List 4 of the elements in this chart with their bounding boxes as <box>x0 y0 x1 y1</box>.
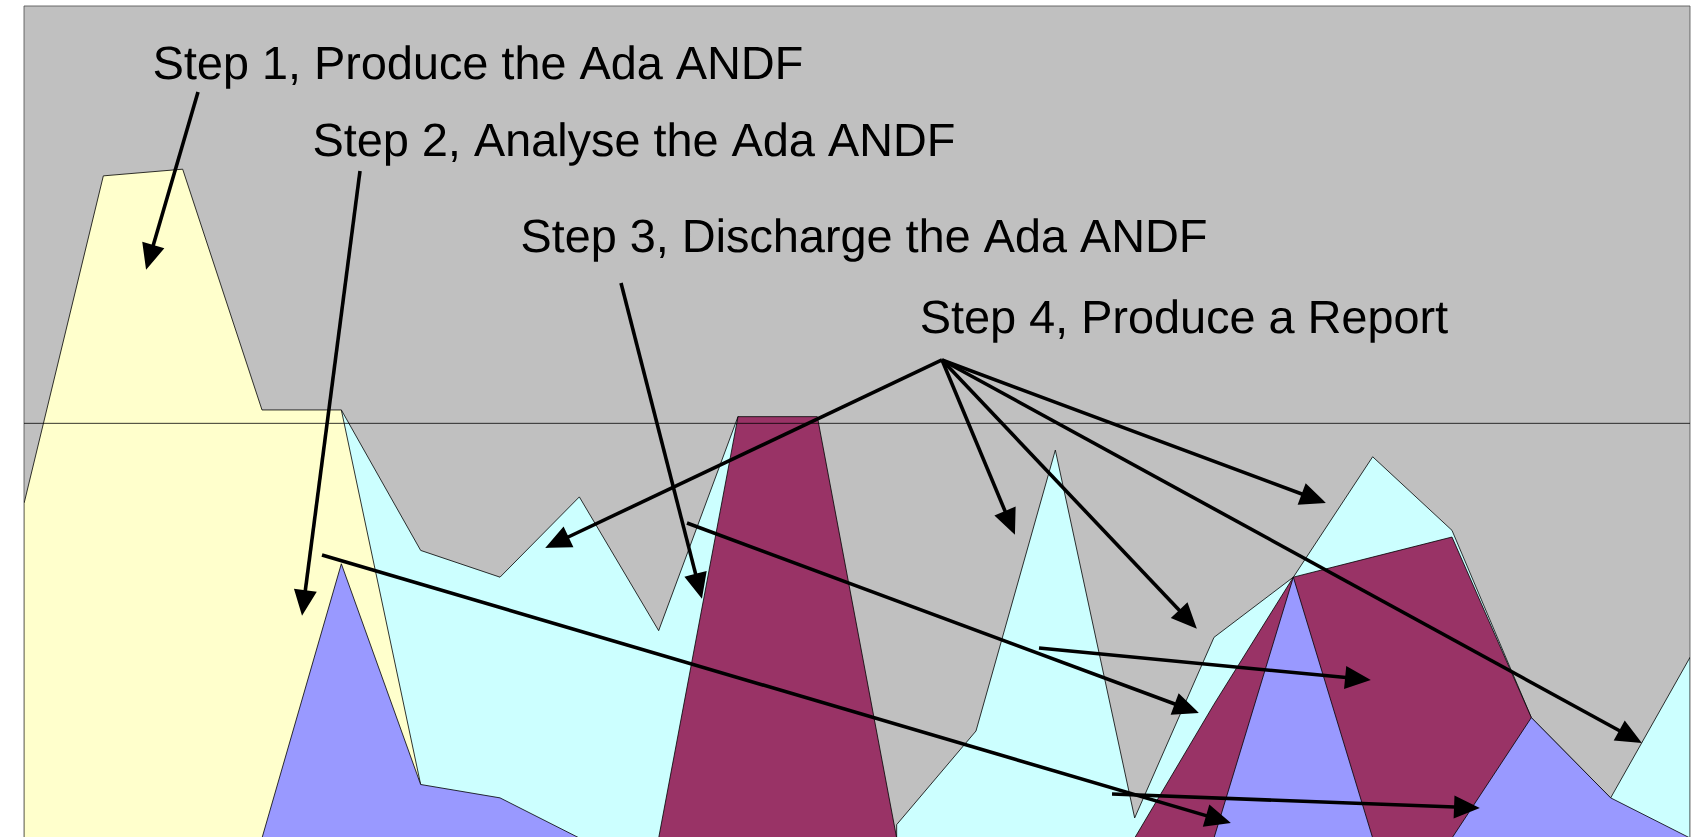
annotation: Step 3, Discharge the Ada ANDF <box>522 218 1206 262</box>
text: Step 1, Produce the Ada ANDF <box>154 45 802 89</box>
text: Step 2, Analyse the Ada ANDF <box>314 122 954 166</box>
annotation: Step 4, Produce a Report <box>921 299 1448 343</box>
